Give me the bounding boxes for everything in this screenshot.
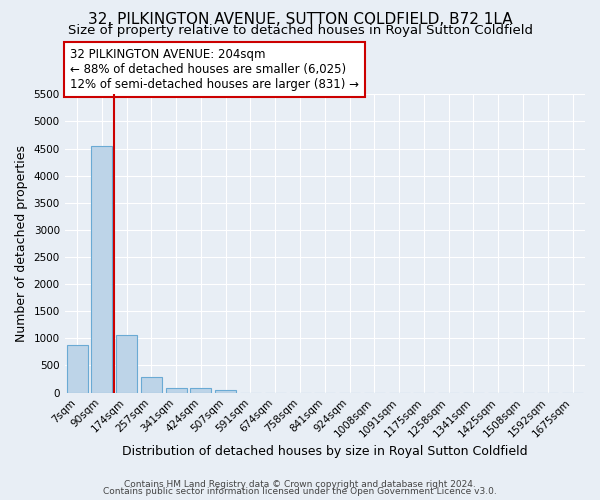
Text: 32 PILKINGTON AVENUE: 204sqm
← 88% of detached houses are smaller (6,025)
12% of: 32 PILKINGTON AVENUE: 204sqm ← 88% of de…: [70, 48, 359, 92]
Bar: [166, 388, 187, 392]
Text: Contains HM Land Registry data © Crown copyright and database right 2024.: Contains HM Land Registry data © Crown c…: [124, 480, 476, 489]
Text: Contains public sector information licensed under the Open Government Licence v3: Contains public sector information licen…: [103, 488, 497, 496]
Bar: [190, 388, 211, 392]
Bar: [91, 146, 112, 392]
Text: 32, PILKINGTON AVENUE, SUTTON COLDFIELD, B72 1LA: 32, PILKINGTON AVENUE, SUTTON COLDFIELD,…: [88, 12, 512, 28]
Text: Size of property relative to detached houses in Royal Sutton Coldfield: Size of property relative to detached ho…: [67, 24, 533, 37]
Bar: [67, 345, 88, 393]
X-axis label: Distribution of detached houses by size in Royal Sutton Coldfield: Distribution of detached houses by size …: [122, 444, 527, 458]
Y-axis label: Number of detached properties: Number of detached properties: [15, 145, 28, 342]
Bar: [116, 335, 137, 392]
Bar: [215, 390, 236, 392]
Bar: [141, 377, 162, 392]
